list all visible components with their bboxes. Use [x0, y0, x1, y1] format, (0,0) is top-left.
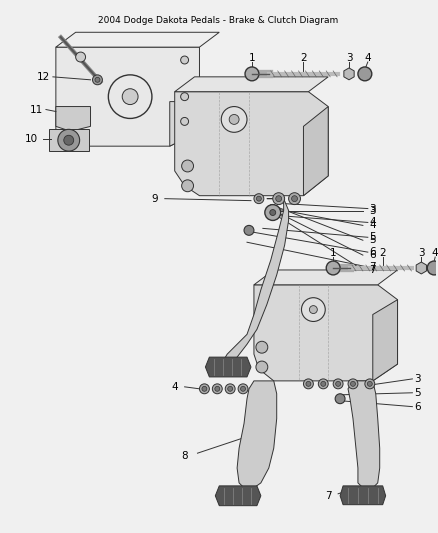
Polygon shape	[56, 33, 219, 47]
Circle shape	[334, 394, 344, 403]
Circle shape	[332, 379, 342, 389]
Circle shape	[237, 384, 247, 394]
Circle shape	[201, 386, 206, 391]
Text: 6: 6	[369, 247, 375, 257]
Polygon shape	[303, 107, 328, 196]
Circle shape	[180, 56, 188, 64]
Text: 4: 4	[171, 382, 178, 392]
Text: 1: 1	[248, 53, 254, 63]
Circle shape	[240, 386, 245, 391]
Circle shape	[181, 180, 193, 192]
Text: 2004 Dodge Dakota Pedals - Brake & Clutch Diagram: 2004 Dodge Dakota Pedals - Brake & Clutc…	[98, 16, 338, 25]
Text: 4: 4	[369, 217, 375, 228]
Circle shape	[108, 75, 152, 118]
Polygon shape	[49, 130, 88, 151]
Circle shape	[180, 93, 188, 101]
Circle shape	[426, 261, 438, 275]
Text: 4: 4	[431, 248, 438, 258]
Polygon shape	[224, 199, 288, 364]
Text: 8: 8	[181, 451, 187, 461]
Text: 7: 7	[369, 265, 375, 275]
Circle shape	[301, 298, 325, 321]
Circle shape	[229, 115, 239, 124]
Circle shape	[291, 196, 297, 201]
Circle shape	[318, 379, 328, 389]
Text: 5: 5	[413, 388, 420, 398]
Circle shape	[275, 196, 281, 201]
Text: 9: 9	[151, 193, 158, 204]
Text: 3: 3	[369, 204, 375, 214]
Text: 10: 10	[25, 134, 38, 144]
Circle shape	[325, 261, 339, 275]
Circle shape	[95, 77, 100, 82]
Circle shape	[244, 225, 253, 235]
Text: 1: 1	[329, 248, 336, 258]
Text: 3: 3	[369, 206, 375, 215]
Circle shape	[180, 117, 188, 125]
Circle shape	[303, 379, 313, 389]
Circle shape	[221, 107, 247, 132]
Polygon shape	[372, 300, 397, 381]
Text: 3: 3	[413, 374, 420, 384]
Polygon shape	[174, 77, 328, 92]
Polygon shape	[339, 486, 385, 505]
Text: 7: 7	[369, 262, 375, 272]
Circle shape	[272, 193, 284, 205]
Circle shape	[309, 305, 317, 313]
Circle shape	[214, 386, 219, 391]
Circle shape	[364, 379, 374, 389]
Circle shape	[212, 384, 222, 394]
Text: 11: 11	[29, 104, 42, 115]
Circle shape	[305, 382, 310, 386]
Circle shape	[181, 160, 193, 172]
Text: 3: 3	[345, 53, 352, 63]
Polygon shape	[170, 102, 199, 146]
Polygon shape	[253, 285, 397, 381]
Circle shape	[350, 382, 355, 386]
Text: 2: 2	[378, 248, 385, 258]
Circle shape	[244, 67, 258, 81]
Circle shape	[288, 193, 300, 205]
Circle shape	[357, 67, 371, 81]
Circle shape	[253, 193, 263, 204]
Text: 12: 12	[36, 72, 49, 82]
Circle shape	[122, 88, 138, 104]
Circle shape	[58, 130, 79, 151]
Polygon shape	[343, 68, 353, 80]
Text: 5: 5	[369, 232, 375, 243]
Text: 4: 4	[364, 53, 370, 63]
Polygon shape	[215, 486, 260, 506]
Circle shape	[264, 205, 280, 221]
Text: 6: 6	[369, 250, 375, 260]
Polygon shape	[174, 92, 328, 196]
Circle shape	[92, 75, 102, 85]
Circle shape	[367, 382, 371, 386]
Text: 6: 6	[413, 402, 420, 411]
Text: 7: 7	[324, 491, 331, 501]
Text: 2: 2	[300, 53, 306, 63]
Circle shape	[199, 384, 209, 394]
Circle shape	[227, 386, 232, 391]
Circle shape	[347, 379, 357, 389]
Circle shape	[335, 382, 340, 386]
Polygon shape	[205, 357, 251, 377]
Circle shape	[269, 209, 275, 215]
Polygon shape	[253, 270, 397, 285]
Circle shape	[255, 361, 267, 373]
Text: 5: 5	[369, 235, 375, 245]
Polygon shape	[56, 107, 90, 131]
Text: 3: 3	[417, 248, 424, 258]
Circle shape	[320, 382, 325, 386]
Polygon shape	[237, 381, 276, 488]
Text: 4: 4	[369, 221, 375, 230]
Polygon shape	[415, 262, 425, 274]
Circle shape	[255, 341, 267, 353]
Polygon shape	[347, 381, 379, 488]
Polygon shape	[56, 47, 199, 146]
Circle shape	[225, 384, 235, 394]
Circle shape	[256, 196, 261, 201]
Circle shape	[64, 135, 74, 145]
Circle shape	[75, 52, 85, 62]
